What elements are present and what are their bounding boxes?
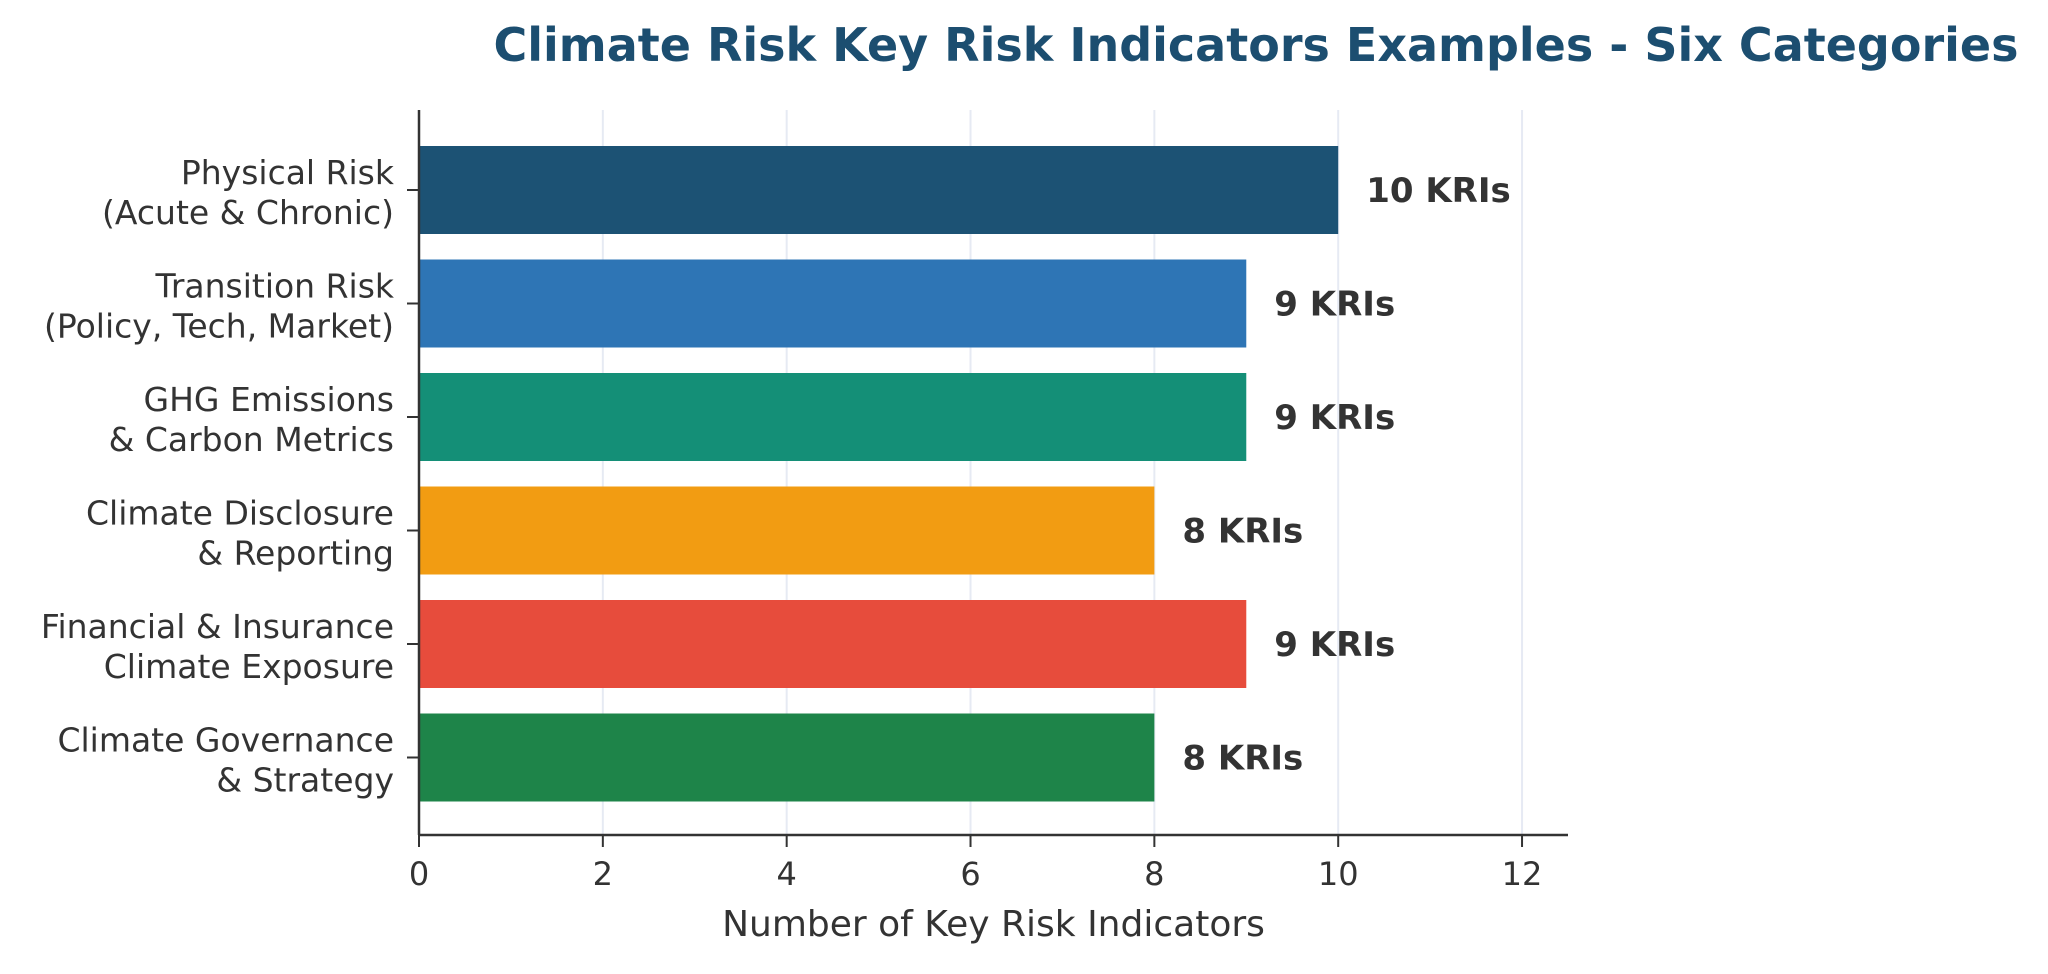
axes (417, 110, 1568, 837)
category-label-line: Climate Disclosure (86, 494, 394, 533)
data-label-4: 8 KRIs (1182, 512, 1303, 552)
chart-title: Climate Risk Key Risk Indicators Example… (494, 18, 2019, 72)
bar-1 (419, 146, 1339, 234)
category-label-line: Transition Risk (155, 267, 395, 306)
bar-4 (419, 486, 1155, 575)
data-label-6: 8 KRIs (1182, 739, 1303, 779)
x-tick-label-12: 12 (1502, 855, 1543, 893)
data-label-2: 9 KRIs (1274, 285, 1395, 325)
data-label-5: 9 KRIs (1274, 625, 1395, 665)
bar-6 (419, 713, 1155, 802)
category-label-line: GHG Emissions (144, 380, 394, 419)
category-label-4: Climate Disclosure & Reporting (86, 494, 394, 573)
category-label-line: (Acute & Chronic) (102, 193, 394, 232)
ticks: Physical Risk (Acute & Chronic) Transition… (41, 153, 1543, 893)
x-tick-label-0: 0 (409, 855, 429, 893)
category-label-line: Climate Governance (57, 721, 394, 760)
category-label-1: Physical Risk (Acute & Chronic) (102, 153, 395, 232)
category-label-line: Financial & Insurance (41, 607, 394, 646)
category-label-line: Physical Risk (181, 153, 395, 192)
data-label-1: 10 KRIs (1366, 171, 1511, 211)
category-label-2: Transition Risk (Policy, Tech, Market) (44, 267, 395, 346)
bars (419, 146, 1339, 802)
category-label-line: & Strategy (216, 761, 394, 800)
category-label-6: Climate Governance & Strategy (57, 721, 394, 800)
x-tick-label-6: 6 (960, 855, 980, 893)
x-tick-label-10: 10 (1318, 855, 1359, 893)
data-labels: 10 KRIs 9 KRIs 9 KRIs 8 KRIs 9 KRIs 8 KRIs (1182, 171, 1510, 779)
bar-2 (419, 259, 1247, 348)
category-label-line: (Policy, Tech, Market) (44, 307, 394, 346)
x-tick-label-4: 4 (777, 855, 797, 893)
x-tick-label-8: 8 (1144, 855, 1164, 893)
x-axis-title: Number of Key Risk Indicators (722, 904, 1265, 945)
category-label-line: Climate Exposure (104, 647, 394, 686)
category-label-3: GHG Emissions & Carbon Metrics (109, 380, 394, 459)
category-label-line: & Reporting (197, 534, 394, 573)
category-label-5: Financial & Insurance Climate Exposure (41, 607, 394, 686)
bar-5 (419, 600, 1247, 688)
data-label-3: 9 KRIs (1274, 398, 1395, 438)
bar-3 (419, 373, 1247, 461)
category-label-line: & Carbon Metrics (109, 420, 394, 459)
x-tick-label-2: 2 (593, 855, 613, 893)
